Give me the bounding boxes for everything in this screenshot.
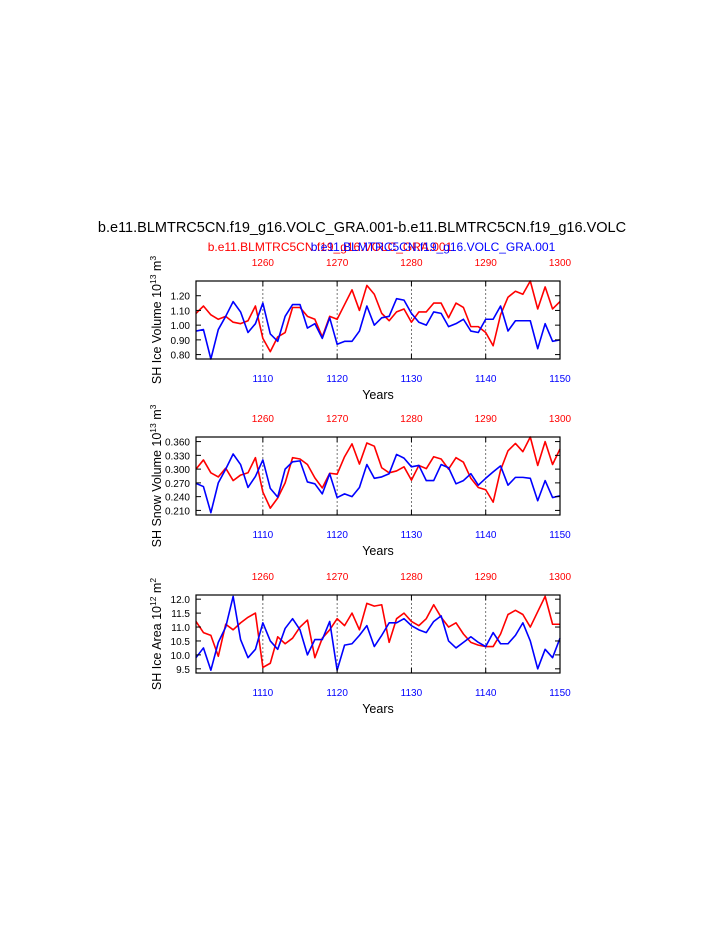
plot-frame [195,280,561,360]
x-bottom-tick-label: 1110 [252,688,273,699]
y-axis-title-superscript: 13 [148,423,158,433]
x-top-tick-label: 1260 [252,258,275,269]
y-axis-title-superscript: 2 [148,578,158,583]
y-axis-title-superscript: 12 [148,596,158,606]
y-tick-label: 1.20 [171,292,191,303]
y-axis-title-superscript: 13 [148,274,158,284]
plot-frame [195,436,561,516]
y-tick-label: 11.0 [171,623,190,634]
y-axis-title-part: SH Snow Volume 10 [150,433,164,548]
x-bottom-tick-label: 1150 [549,530,571,541]
y-axis-title-superscript: 3 [148,256,158,261]
x-top-tick-label: 1290 [475,414,498,425]
x-top-tick-label: 1300 [549,572,572,583]
x-bottom-tick-label: 1140 [475,374,497,385]
x-axis-title: Years [362,388,394,402]
y-tick-label: 1.10 [171,306,191,317]
x-bottom-tick-label: 1110 [252,530,273,541]
y-tick-label: 1.00 [171,321,191,332]
red-series-line [195,280,561,353]
plot-frame [195,594,561,674]
figure-title: b.e11.BLMTRC5CN.f19_g16.VOLC_GRA.001-b.e… [98,220,626,236]
x-top-tick-label: 1270 [326,572,349,583]
x-top-tick-label: 1280 [400,258,423,269]
blue-series-line [195,595,561,672]
y-axis-title-part: SH Ice Area 10 [150,606,164,690]
x-top-tick-label: 1270 [326,414,349,425]
x-bottom-tick-label: 1140 [475,530,497,541]
y-tick-label: 0.270 [165,479,190,490]
y-tick-label: 0.300 [165,465,190,476]
red-series-line [195,436,561,509]
x-top-tick-label: 1290 [475,258,498,269]
y-tick-label: 9.5 [176,665,190,676]
x-top-tick-label: 1270 [326,258,349,269]
y-axis-title-part: m [150,583,164,597]
x-bottom-tick-label: 1140 [475,688,497,699]
y-tick-label: 0.80 [171,351,191,362]
y-axis-title-part: SH Ice Volume 10 [150,284,164,384]
legend-red-label: b.e11.BLMTRC5CN.f19_g16.VOLC_GRA.001 [208,240,453,254]
y-tick-label: 0.360 [165,438,190,449]
blue-series-line [195,297,561,360]
y-tick-label: 0.330 [165,451,190,462]
x-axis-title: Years [362,544,394,558]
x-top-tick-label: 1300 [549,258,572,269]
x-top-tick-label: 1300 [549,414,572,425]
chart-panel-3: 9.5 10.0 10.5 11.0 11.5 12.0 1110 1120 1130 1140 1… [148,572,572,716]
y-axis-title: SH Snow Volume 1013 m3 [148,404,164,547]
x-bottom-tick-label: 1120 [326,374,348,385]
x-axis-title: Years [362,702,394,716]
x-bottom-tick-label: 1150 [549,688,571,699]
y-axis-title-superscript: 3 [148,404,158,409]
x-top-tick-label: 1260 [252,414,275,425]
x-bottom-tick-label: 1150 [549,374,571,385]
y-tick-label: 0.210 [165,506,190,517]
y-tick-label: 10.0 [171,651,191,662]
chart-panel-2: 0.210 0.240 0.270 0.300 0.330 0.360 1110 1120 11… [148,404,572,558]
x-bottom-tick-label: 1120 [326,530,348,541]
x-bottom-tick-label: 1130 [401,530,423,541]
x-top-tick-label: 1260 [252,572,275,583]
y-tick-label: 0.90 [171,336,191,347]
x-top-tick-label: 1280 [400,414,423,425]
chart-panel-1: 0.80 0.90 1.00 1.10 1.20 1110 1120 1130 1140 1150… [148,256,572,402]
y-tick-label: 0.240 [165,493,190,504]
x-bottom-tick-label: 1130 [401,688,423,699]
y-tick-label: 12.0 [171,595,191,606]
red-series-line [195,595,560,669]
x-bottom-tick-label: 1130 [401,374,423,385]
blue-series-line [195,453,561,514]
y-tick-label: 10.5 [171,637,191,648]
x-top-tick-label: 1280 [400,572,423,583]
y-axis-title-part: m [150,409,164,423]
y-axis-title: SH Ice Area 1012 m2 [148,578,164,690]
y-axis-title-part: m [150,261,164,275]
x-bottom-tick-label: 1120 [326,688,348,699]
x-top-tick-label: 1290 [475,572,498,583]
legend-blue-label: b.e11.BLMTRC5CN.f19_g16.VOLC_GRA.001 [311,240,556,254]
x-bottom-tick-label: 1110 [252,374,273,385]
y-tick-label: 11.5 [171,609,190,620]
y-axis-title: SH Ice Volume 1013 m3 [148,256,164,384]
